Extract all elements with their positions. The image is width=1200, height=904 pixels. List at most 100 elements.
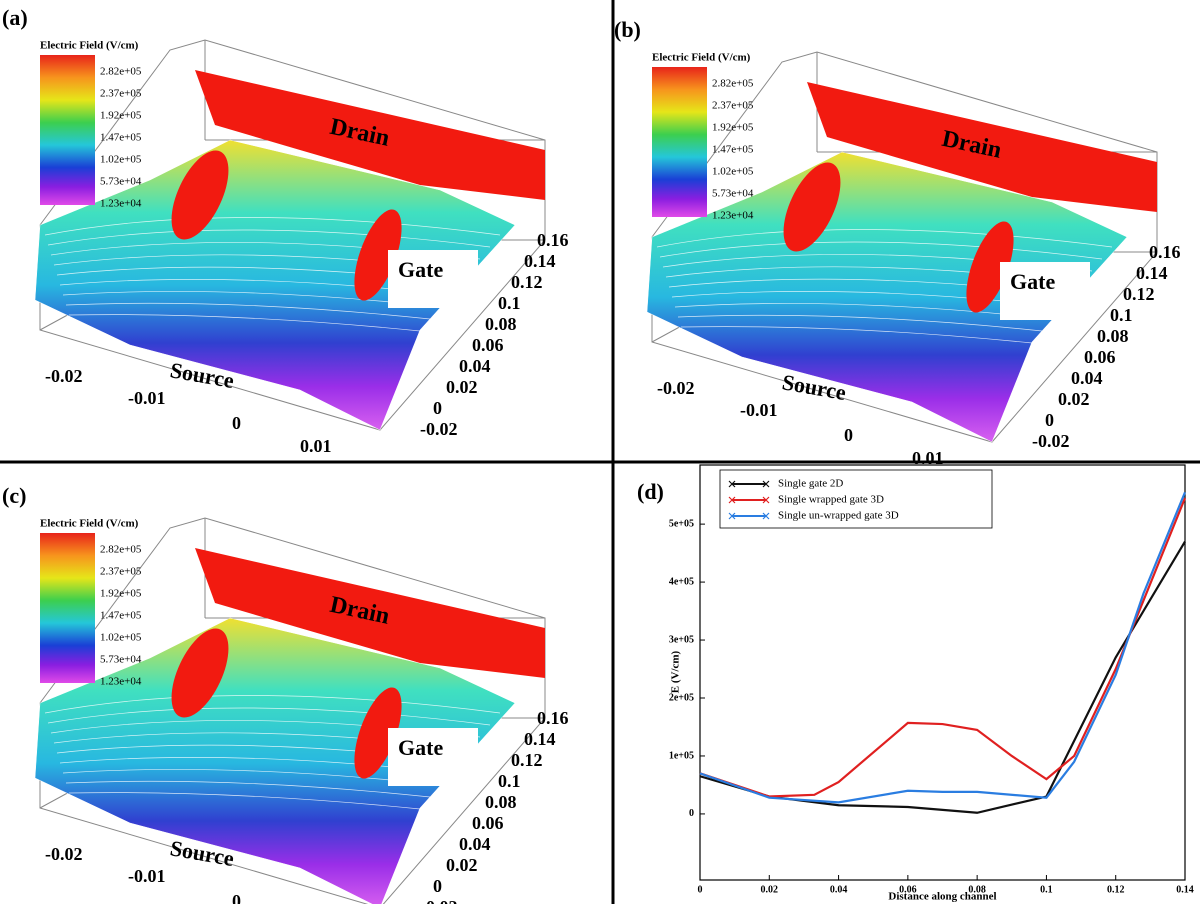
legend-tick: 1.92e+05 (712, 122, 754, 134)
legend-tick: 5.73e+04 (100, 176, 142, 188)
y-tick-label: 0.02 (446, 377, 478, 397)
y-tick-label: 3e+05 (669, 634, 694, 645)
y-tick-label: 0 (433, 876, 442, 896)
contour (65, 302, 431, 320)
colorbar (40, 55, 95, 205)
x-tick-label: 0 (232, 891, 241, 904)
y-tick-label: 0.14 (1136, 263, 1168, 283)
x-tick-label: -0.01 (128, 866, 166, 886)
y-tick-label: -0.02 (420, 419, 458, 439)
x-tick-label: 0 (844, 425, 853, 445)
x-tick-label: 0 (232, 413, 241, 433)
gate-box (388, 728, 478, 786)
x-tick-label: 0.08 (968, 884, 986, 895)
gate-region (171, 628, 229, 718)
gate-label: Gate (1010, 269, 1055, 294)
legend-tick: 5.73e+04 (100, 654, 142, 666)
legend-tick: 1.02e+05 (100, 154, 142, 166)
series-line (699, 491, 1187, 804)
legend-tick: 1.02e+05 (712, 166, 754, 178)
legend-label: Single gate 2D (778, 478, 843, 490)
legend-tick: 2.82e+05 (100, 544, 142, 556)
legend-marker (728, 512, 736, 520)
gate-region (783, 162, 841, 252)
y-tick-label: 0.12 (511, 272, 543, 292)
y-tick-label: 5e+05 (669, 518, 694, 529)
x-tick-label: -0.02 (45, 844, 83, 864)
y-tick-label: 0 (1045, 410, 1054, 430)
surface-panel: Electric Field (V/cm) 2.82e+05 2.37e+05 1.9… (614, 17, 1181, 468)
y-tick-label: 0 (433, 398, 442, 418)
legend-marker (762, 496, 770, 504)
legend-tick: 2.82e+05 (100, 66, 142, 78)
y-tick-label: 0.12 (511, 750, 543, 770)
legend-label: Single wrapped gate 3D (778, 494, 884, 506)
contour (62, 769, 441, 786)
x-tick-label: -0.02 (45, 366, 83, 386)
y-tick-label: 0.14 (524, 251, 556, 271)
legend-tick: 1.92e+05 (100, 588, 142, 600)
y-tick-label: 0.06 (1084, 347, 1116, 367)
gate-box (388, 250, 478, 308)
contour (674, 303, 1053, 320)
contour (659, 241, 1103, 260)
legend-marker (762, 512, 770, 520)
panel-label: (b) (614, 17, 641, 42)
contour (44, 695, 501, 714)
x-tick-label: -0.01 (128, 388, 166, 408)
gate-label: Gate (398, 735, 443, 760)
contour (47, 707, 491, 726)
x-tick-label: -0.02 (657, 378, 695, 398)
x-tick-label: 0 (698, 884, 703, 895)
drain-region (195, 548, 545, 678)
x-tick-label: 0.04 (830, 884, 848, 895)
legend-tick: 2.37e+05 (712, 100, 754, 112)
x-tick-label: 0.1 (1040, 884, 1053, 895)
y-tick-label: 0.16 (537, 708, 569, 728)
legend-tick: 2.37e+05 (100, 566, 142, 578)
y-tick-label: 0.02 (446, 855, 478, 875)
y-axis-label: E (V/cm) (670, 650, 682, 693)
y-tick-label: 0.06 (472, 335, 504, 355)
legend-tick: 5.73e+04 (712, 188, 754, 200)
x-tick-label: 0.01 (300, 436, 332, 456)
contour (65, 780, 431, 798)
x-tick-label: 0.02 (761, 884, 779, 895)
surface-panel: Electric Field (V/cm) 2.82e+05 2.37e+05 1.9… (2, 5, 569, 456)
legend-tick: 1.47e+05 (712, 144, 754, 156)
panel-label: (d) (637, 479, 664, 504)
legend-tick: 2.37e+05 (100, 88, 142, 100)
y-tick-label: 0.04 (459, 356, 491, 376)
y-tick-label: 0.1 (1110, 305, 1133, 325)
legend-title: Electric Field (V/cm) (40, 40, 139, 52)
y-tick-label: 4e+05 (669, 576, 694, 587)
legend-marker (762, 480, 770, 488)
legend-tick: 2.82e+05 (712, 78, 754, 90)
legend-tick: 1.23e+04 (100, 198, 142, 210)
drain-region (807, 82, 1157, 212)
y-tick-label: 0.16 (1149, 242, 1181, 262)
legend-marker (728, 480, 736, 488)
surface-panel: Electric Field (V/cm) 2.82e+05 2.37e+05 1.9… (2, 483, 569, 904)
legend-tick: 1.47e+05 (100, 132, 142, 144)
y-tick-label: 0.12 (1123, 284, 1155, 304)
gate-region (354, 687, 402, 779)
gate-box (1000, 262, 1090, 320)
panel-label: (c) (2, 483, 26, 508)
legend-tick: 1.02e+05 (100, 632, 142, 644)
gate-region (171, 150, 229, 240)
legend-title: Electric Field (V/cm) (40, 518, 139, 530)
line-chart: (d) Distance along channel E (V/cm) 0 0.02 0.… (637, 464, 1194, 903)
gate-region (966, 221, 1014, 313)
contour (62, 291, 441, 308)
y-tick-label: -0.02 (1032, 431, 1070, 451)
legend-tick: 1.23e+04 (100, 676, 142, 688)
x-tick-label: 0.06 (899, 884, 917, 895)
y-tick-label: 0.02 (1058, 389, 1090, 409)
y-tick-label: 0.04 (1071, 368, 1103, 388)
panel-label: (a) (2, 5, 28, 30)
y-tick-label: 0.16 (537, 230, 569, 250)
colorbar (40, 533, 95, 683)
y-tick-label: 2e+05 (669, 692, 694, 703)
